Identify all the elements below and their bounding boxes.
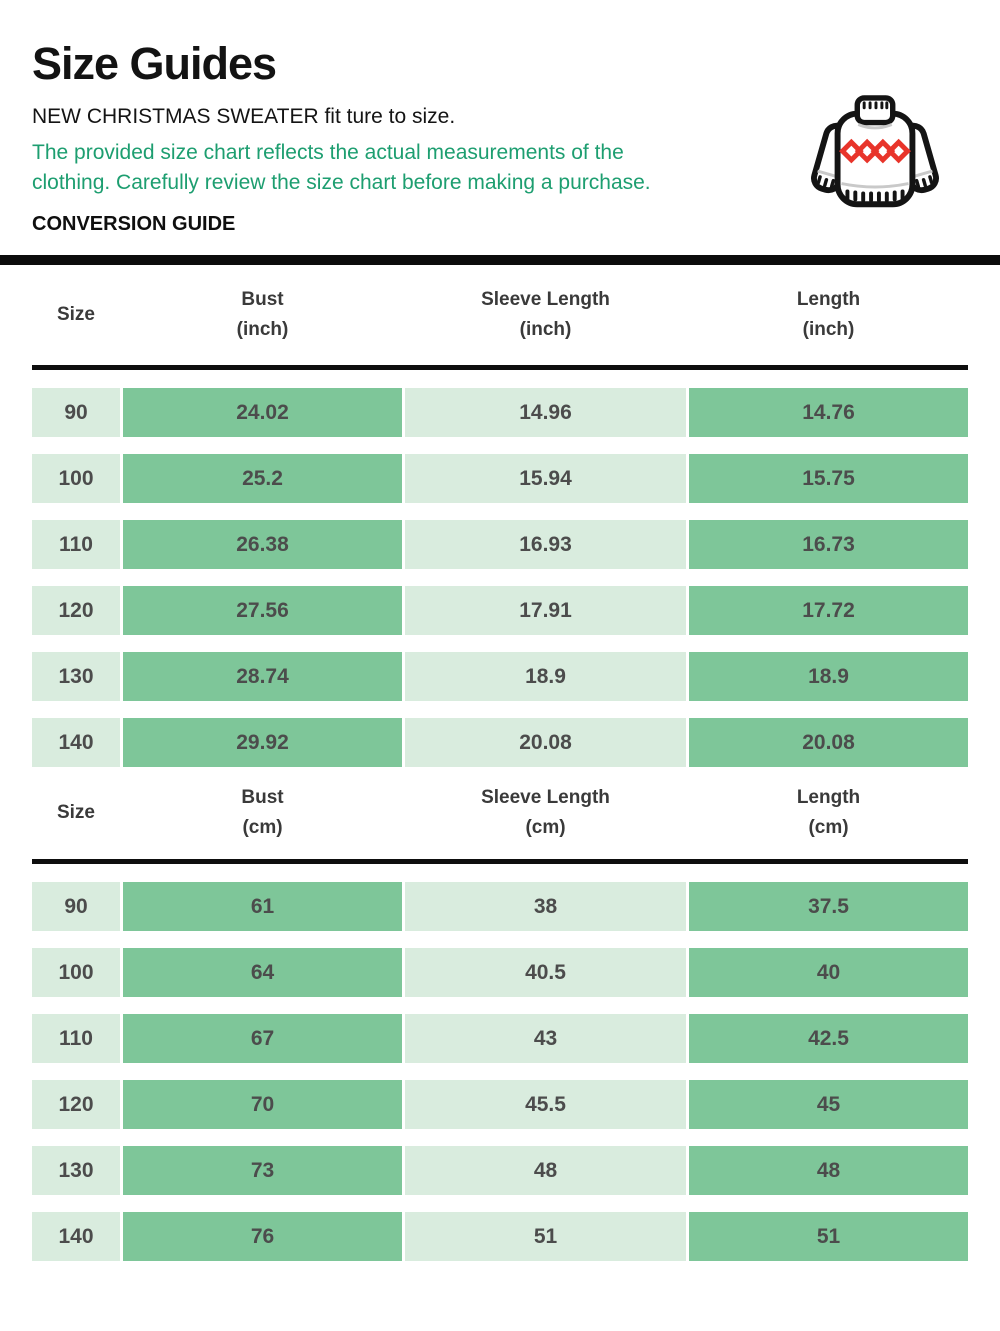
measurement-notice: The provided size chart reflects the act…: [32, 141, 651, 195]
length-cell: 45: [689, 1080, 968, 1130]
size-cell: 110: [32, 1014, 120, 1064]
size-cell: 110: [32, 520, 120, 570]
table-row: 130 28.74 18.9 18.9: [32, 652, 968, 702]
sleeve-length-cell: 16.93: [405, 520, 686, 570]
fit-note: NEW CHRISTMAS SWEATER fit ture to size.: [32, 105, 456, 129]
length-cell: 37.5: [689, 882, 968, 932]
sleeve-length-cell: 15.94: [405, 454, 686, 504]
length-cell: 17.72: [689, 586, 968, 636]
table-row: 90 24.02 14.96 14.76: [32, 388, 968, 438]
header-divider: [32, 365, 968, 371]
bust-cell: 64: [123, 948, 402, 998]
sleeve-length-cell: 45.5: [405, 1080, 686, 1130]
length-cell: 51: [689, 1212, 968, 1262]
size-cell: 140: [32, 1212, 120, 1262]
column-header-length: Length (cm): [796, 786, 861, 839]
table-row: 120 27.56 17.91 17.72: [32, 586, 968, 636]
sleeve-length-cell: 14.96: [405, 388, 686, 438]
table-row: 100 25.2 15.94 15.75: [32, 454, 968, 504]
cm-table-header-row: Size Bust (cm) Sleeve Length (cm) Length…: [32, 767, 968, 859]
size-cell: 90: [32, 388, 120, 438]
bust-cell: 70: [123, 1080, 402, 1130]
bust-cell: 76: [123, 1212, 402, 1262]
bust-cell: 28.74: [123, 652, 402, 702]
length-cell: 15.75: [689, 454, 968, 504]
christmas-sweater-icon: [811, 95, 939, 208]
column-header-size: Size: [56, 304, 96, 326]
cm-size-table: Size Bust (cm) Sleeve Length (cm) Length…: [32, 767, 968, 1262]
length-cell: 14.76: [689, 388, 968, 438]
bust-cell: 67: [123, 1014, 402, 1064]
column-header-size: Size: [56, 802, 96, 824]
size-cell: 130: [32, 652, 120, 702]
table-row: 140 29.92 20.08 20.08: [32, 718, 968, 768]
length-cell: 42.5: [689, 1014, 968, 1064]
top-divider: [0, 255, 1000, 266]
size-cell: 90: [32, 882, 120, 932]
sleeve-length-cell: 48: [405, 1146, 686, 1196]
inch-size-table: Size Bust (inch) Sleeve Length (inch) Le…: [32, 265, 968, 768]
length-cell: 18.9: [689, 652, 968, 702]
size-cell: 120: [32, 1080, 120, 1130]
bust-cell: 29.92: [123, 718, 402, 768]
page-title: Size Guides: [32, 38, 277, 89]
table-row: 140 76 51 51: [32, 1212, 968, 1262]
table-row: 120 70 45.5 45: [32, 1080, 968, 1130]
sleeve-length-cell: 43: [405, 1014, 686, 1064]
column-header-bust: Bust (cm): [241, 786, 284, 839]
conversion-guide-label: CONVERSION GUIDE: [32, 213, 236, 236]
diamond-pattern: [839, 138, 911, 164]
length-cell: 48: [689, 1146, 968, 1196]
sleeve-length-cell: 51: [405, 1212, 686, 1262]
bust-cell: 73: [123, 1146, 402, 1196]
table-row: 110 26.38 16.93 16.73: [32, 520, 968, 570]
size-guide-header: Size Guides NEW CHRISTMAS SWEATER fit tu…: [0, 0, 1000, 236]
column-header-bust: Bust (inch): [236, 288, 289, 341]
size-cell: 120: [32, 586, 120, 636]
sleeve-length-cell: 18.9: [405, 652, 686, 702]
sleeve-length-cell: 38: [405, 882, 686, 932]
column-header-sleeve-length: Sleeve Length (inch): [481, 288, 610, 341]
sleeve-length-cell: 40.5: [405, 948, 686, 998]
bust-cell: 27.56: [123, 586, 402, 636]
length-cell: 16.73: [689, 520, 968, 570]
length-cell: 20.08: [689, 718, 968, 768]
table-row: 90 61 38 37.5: [32, 882, 968, 932]
bust-cell: 24.02: [123, 388, 402, 438]
table-row: 100 64 40.5 40: [32, 948, 968, 998]
size-cell: 100: [32, 454, 120, 504]
sleeve-length-cell: 17.91: [405, 586, 686, 636]
inch-table-header-row: Size Bust (inch) Sleeve Length (inch) Le…: [32, 265, 968, 365]
size-cell: 130: [32, 1146, 120, 1196]
size-cell: 100: [32, 948, 120, 998]
length-cell: 40: [689, 948, 968, 998]
header-divider: [32, 859, 968, 865]
table-row: 130 73 48 48: [32, 1146, 968, 1196]
column-header-length: Length (inch): [796, 288, 861, 341]
column-header-sleeve-length: Sleeve Length (cm): [481, 786, 610, 839]
bust-cell: 26.38: [123, 520, 402, 570]
table-row: 110 67 43 42.5: [32, 1014, 968, 1064]
size-cell: 140: [32, 718, 120, 768]
bust-cell: 61: [123, 882, 402, 932]
sleeve-length-cell: 20.08: [405, 718, 686, 768]
bust-cell: 25.2: [123, 454, 402, 504]
